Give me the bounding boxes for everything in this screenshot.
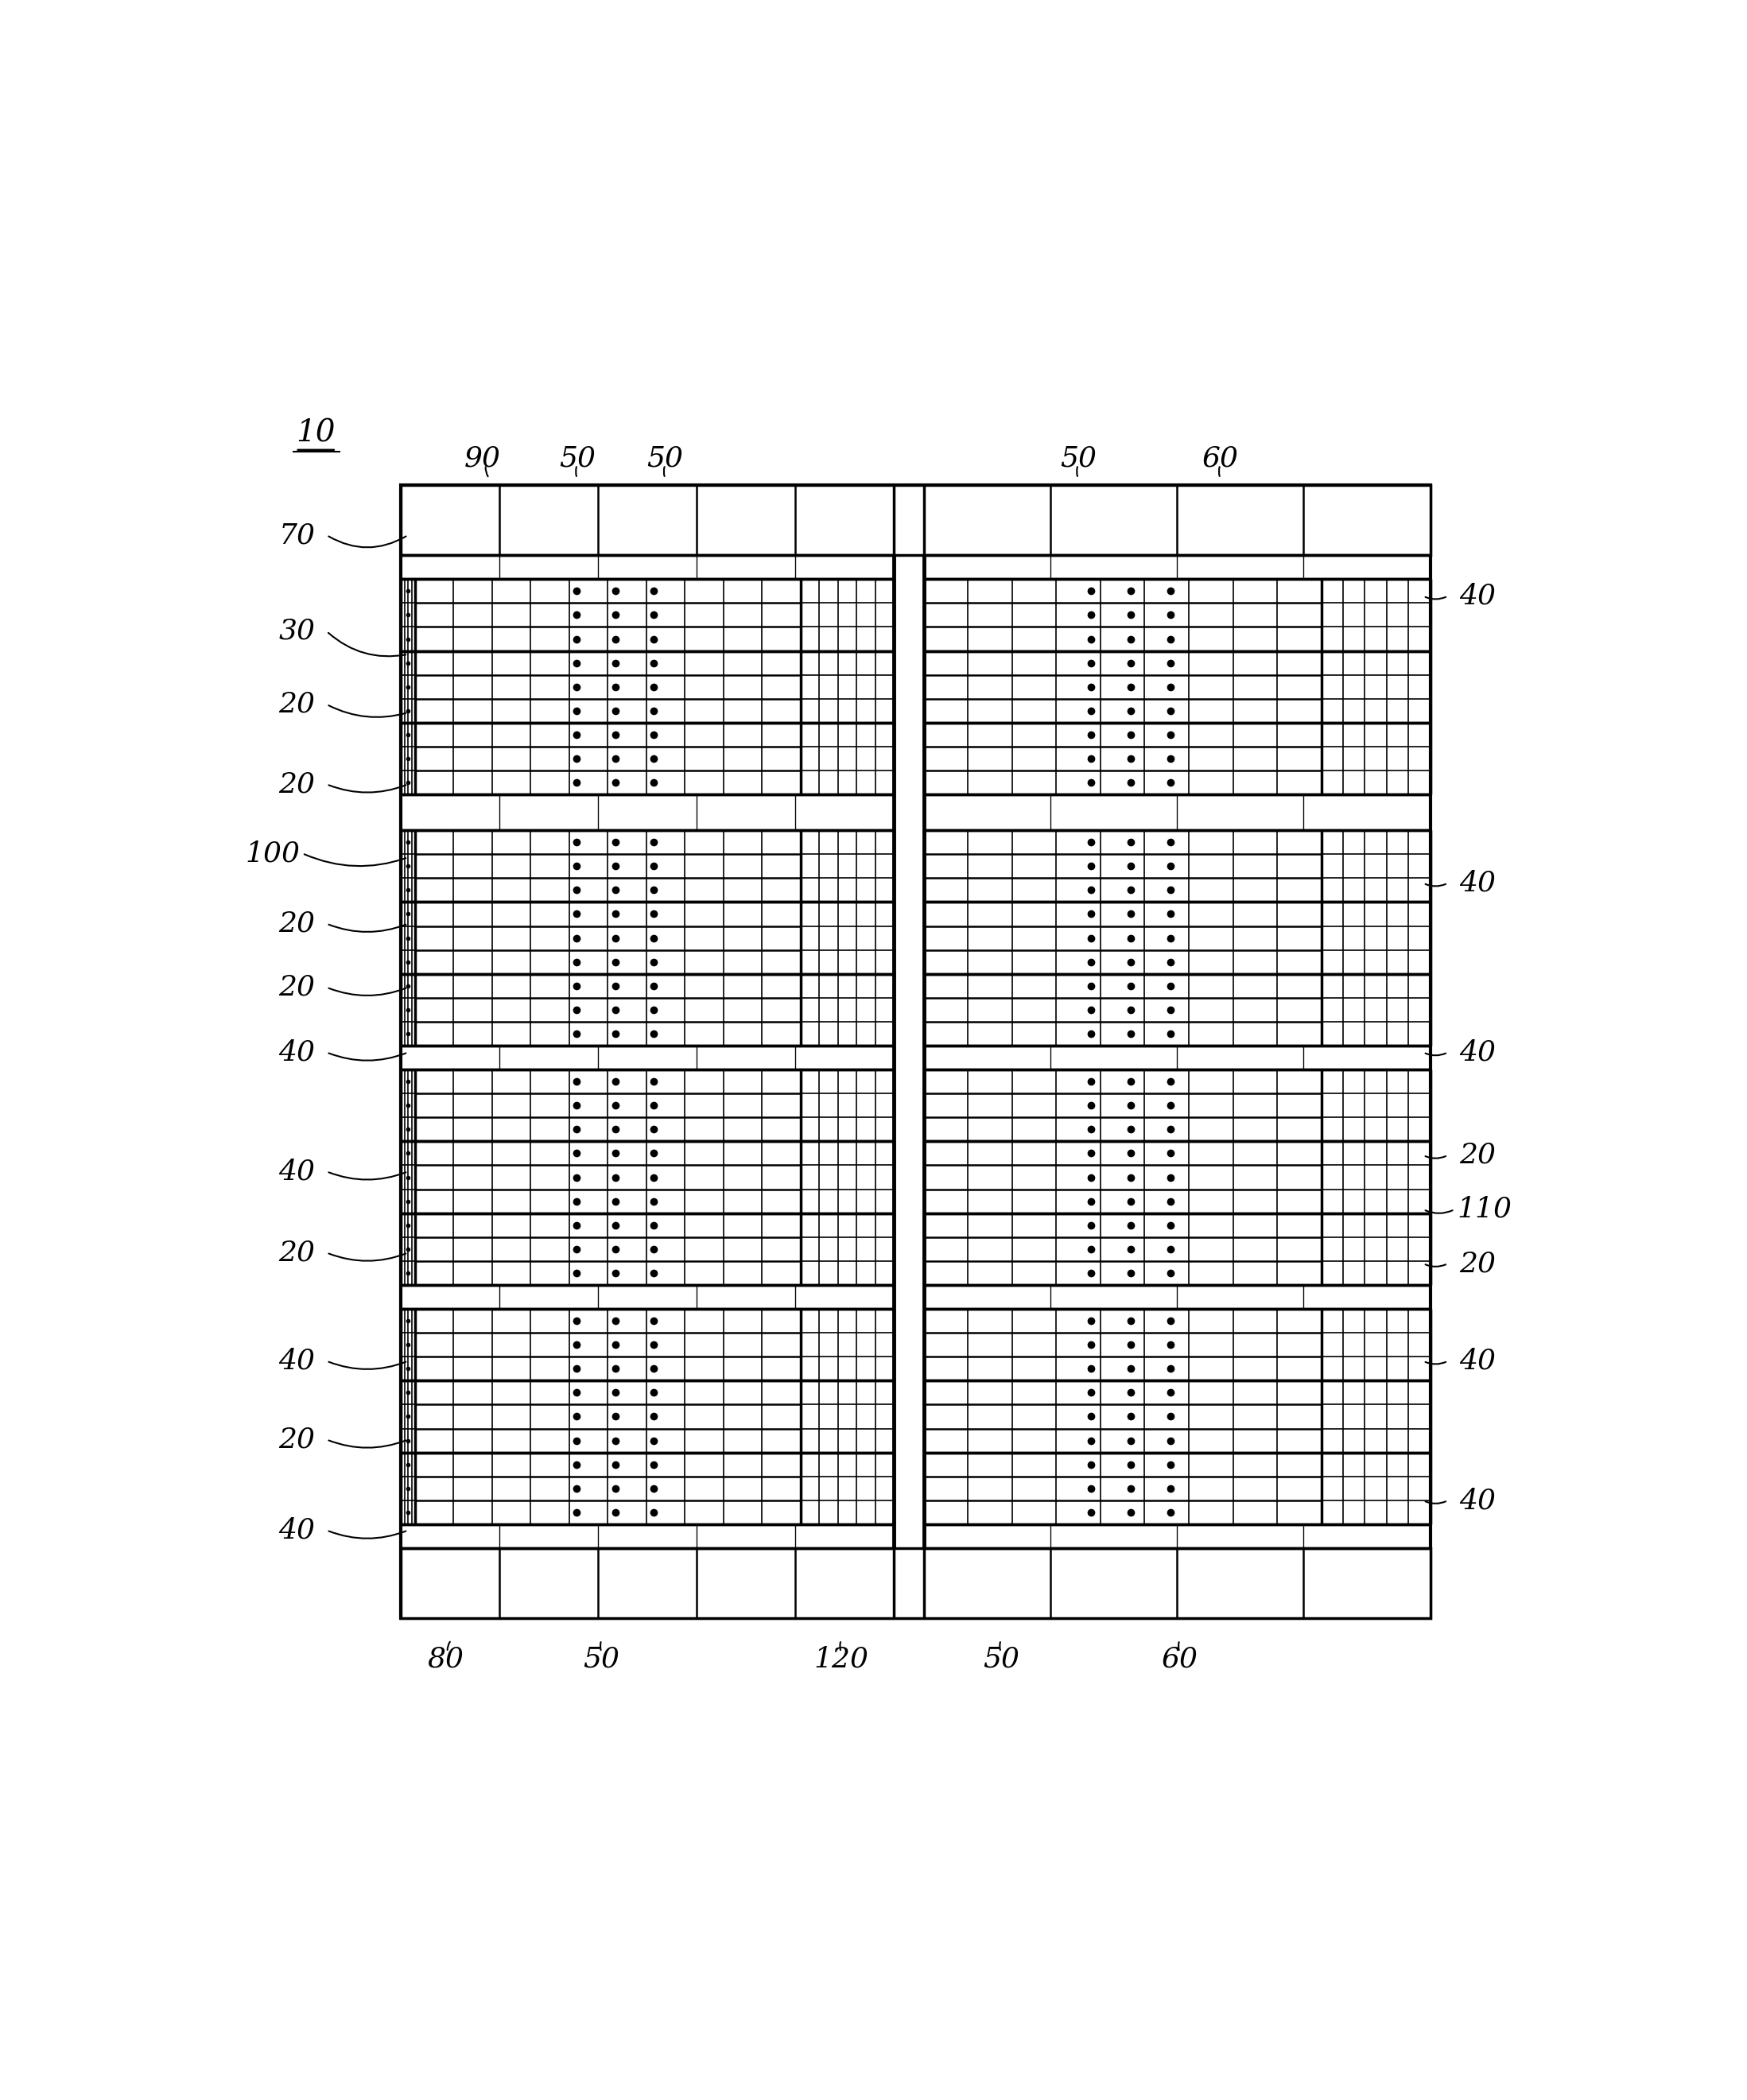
Text: 30: 30 — [278, 617, 314, 645]
Text: 20: 20 — [278, 691, 314, 718]
Text: 90: 90 — [465, 445, 501, 472]
Text: 100: 100 — [245, 840, 300, 867]
Text: 40: 40 — [278, 1348, 314, 1376]
Text: 40: 40 — [1459, 1040, 1495, 1067]
Text: 40: 40 — [1459, 1348, 1495, 1376]
Text: 40: 40 — [278, 1040, 314, 1067]
Text: 20: 20 — [1459, 1142, 1495, 1170]
Text: 50: 50 — [559, 445, 596, 472]
Text: 50: 50 — [646, 445, 683, 472]
Text: 40: 40 — [1459, 582, 1495, 609]
Bar — [402, 1548, 1431, 1619]
Text: 50: 50 — [982, 1646, 1019, 1672]
Text: 60: 60 — [1162, 1646, 1198, 1672]
Text: 70: 70 — [278, 521, 314, 548]
Text: 20: 20 — [278, 1239, 314, 1266]
Text: 40: 40 — [1459, 1487, 1495, 1514]
Text: 20: 20 — [278, 771, 314, 798]
Text: 20: 20 — [278, 1426, 314, 1453]
Text: 50: 50 — [583, 1646, 620, 1672]
Bar — [402, 485, 1431, 1619]
Text: 50: 50 — [1060, 445, 1097, 472]
Text: 40: 40 — [278, 1157, 314, 1184]
Bar — [402, 485, 1431, 554]
Text: 60: 60 — [1202, 445, 1239, 472]
Text: 40: 40 — [1459, 869, 1495, 897]
Text: 10: 10 — [297, 418, 335, 449]
Text: 20: 20 — [278, 909, 314, 937]
Text: 40: 40 — [278, 1516, 314, 1544]
Text: 20: 20 — [1459, 1250, 1495, 1277]
Text: 20: 20 — [278, 974, 314, 1002]
Text: 110: 110 — [1457, 1195, 1511, 1222]
Text: 120: 120 — [814, 1646, 868, 1672]
Text: 80: 80 — [428, 1646, 465, 1672]
